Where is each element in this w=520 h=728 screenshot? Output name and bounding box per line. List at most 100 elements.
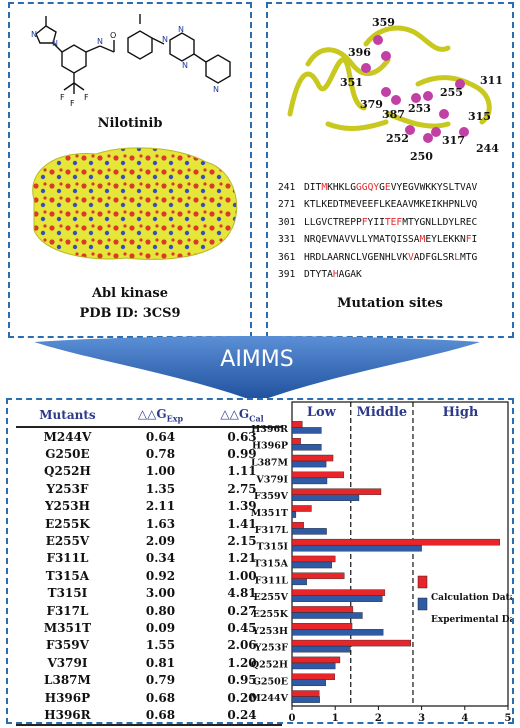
ddg-bar-chart: Low Middle High H396R H396P L387M V379I F359V M3… xyxy=(250,401,512,722)
sequence-segment: KTLKEDTMEVEEFLKEAAVMKEIKHPNLVQ xyxy=(304,199,478,211)
bar-calculation xyxy=(291,522,304,529)
exp-cell: 1.35 xyxy=(145,481,176,496)
pdb-id: PDB ID: 3CS9 xyxy=(79,306,181,321)
mutated-residue: L xyxy=(454,251,460,263)
svg-text:F: F xyxy=(60,93,65,102)
category-label: E255V xyxy=(254,592,289,603)
table-row: Q252H 1.00 1.11 xyxy=(16,463,282,480)
cal-cell: 0.45 xyxy=(227,620,257,635)
mutant-cell: Q252H xyxy=(44,464,91,479)
cal-cell: 2.15 xyxy=(227,534,257,549)
table-row: V379I 0.81 1.20 xyxy=(16,654,282,671)
mutant-cell: E255K xyxy=(45,516,90,531)
x-tick-label: 0 xyxy=(289,713,296,722)
mutant-cell: G250E xyxy=(45,447,90,462)
sequence-segment: VYEGVWKKYSLTVAV xyxy=(390,182,478,193)
mutant-cell: Y253F xyxy=(46,481,89,496)
x-tick-label: 2 xyxy=(375,713,382,722)
table-row: F359V 1.55 2.06 xyxy=(16,637,282,654)
category-label: F311L xyxy=(255,575,289,586)
sequence-number: 331 xyxy=(278,234,296,246)
bar-experimental xyxy=(291,511,297,518)
exp-cell: 0.34 xyxy=(145,551,176,566)
bar-experimental xyxy=(291,544,422,552)
category-label: Y253H xyxy=(251,626,288,637)
cal-cell: 4.81 xyxy=(227,586,257,601)
category-label: H396P xyxy=(252,441,288,452)
table-row: H396P 0.68 0.20 xyxy=(16,689,282,706)
bar-experimental xyxy=(291,528,327,535)
col-mutants: Mutants xyxy=(16,404,119,428)
table-row: H396R 0.68 0.24 xyxy=(16,706,282,726)
exp-cell: 3.00 xyxy=(145,586,176,601)
residue-label: 252 xyxy=(386,132,409,145)
mutant-cell: T315A xyxy=(45,568,90,583)
sequence-segment: I xyxy=(471,234,478,246)
cal-cell: 2.75 xyxy=(227,481,257,496)
svg-text:N: N xyxy=(182,61,188,70)
mutant-cell: F317L xyxy=(46,603,89,618)
table-row: G250E 0.78 0.99 xyxy=(16,445,282,462)
mutant-cell: H396P xyxy=(44,690,91,705)
bar-calculation xyxy=(291,454,334,462)
residue-label: 311 xyxy=(480,74,503,87)
mutant-cell: F311L xyxy=(46,551,89,566)
mutation-sites-caption: Mutation sites xyxy=(337,296,443,311)
category-label: Q252H xyxy=(251,659,288,670)
category-label: Y253F xyxy=(254,643,289,654)
exp-cell: 2.11 xyxy=(145,499,176,514)
table-row: F317L 0.80 0.27 xyxy=(16,602,282,619)
residue-label: 379 xyxy=(360,98,383,111)
exp-cell: 0.09 xyxy=(145,620,176,635)
residue-label: 317 xyxy=(442,134,465,147)
drug-name: Nilotinib xyxy=(97,116,163,131)
residue-label: 351 xyxy=(340,76,363,89)
legend-label: Experimental Data xyxy=(431,615,512,625)
svg-text:N: N xyxy=(31,30,37,39)
bar-calculation xyxy=(291,555,336,563)
exp-cell: 1.55 xyxy=(145,638,176,653)
category-label: T315I xyxy=(257,542,289,553)
cal-cell: 0.63 xyxy=(227,429,257,444)
sequence-row: 271 KTLKEDTMEVEEFLKEAAVMKEIKHPNLVQ xyxy=(278,196,477,213)
cal-cell: 1.11 xyxy=(227,464,257,479)
table-row: T315I 3.00 4.81 xyxy=(16,585,282,602)
svg-text:F: F xyxy=(84,93,89,102)
table-row: Y253F 1.35 2.75 xyxy=(16,480,282,497)
sequence-segment: AGAK xyxy=(338,269,362,281)
bar-experimental xyxy=(291,477,328,485)
sequence-segment: EYLEKKN xyxy=(425,234,466,246)
mutated-residue: GG xyxy=(356,182,368,193)
residue-label: 315 xyxy=(468,110,491,123)
table-row: L387M 0.79 0.95 xyxy=(16,671,282,688)
exp-cell: 0.68 xyxy=(118,706,203,726)
mutant-cell: E255V xyxy=(45,534,90,549)
sequence-number: 271 xyxy=(278,199,296,211)
bar-calculation xyxy=(291,673,335,680)
results-panel: Mutants △△GExp △△GCal M244V 0.64 0.63 G250E… xyxy=(6,398,514,726)
x-tick-label: 5 xyxy=(505,713,512,722)
bar-calculation xyxy=(291,505,312,512)
bar-calculation xyxy=(291,623,353,630)
mutant-cell: V379I xyxy=(47,655,88,670)
cal-cell: 1.20 xyxy=(227,655,257,670)
bar-experimental xyxy=(291,679,326,687)
bar-experimental xyxy=(291,427,322,434)
legend-swatch xyxy=(417,597,428,611)
category-label: L387M xyxy=(251,458,289,469)
sequence-segment: ADFGLSR xyxy=(413,251,455,263)
exp-cell: 0.78 xyxy=(145,447,176,462)
cal-cell: 0.24 xyxy=(202,706,282,726)
aimms-arrow: AIMMS xyxy=(34,336,480,402)
svg-text:F: F xyxy=(70,99,75,108)
sequence-segment: MTG xyxy=(459,251,478,263)
cal-cell: 0.20 xyxy=(227,690,257,705)
category-label: G250E xyxy=(253,676,288,687)
exp-cell: 0.68 xyxy=(145,690,176,705)
residue-label: 359 xyxy=(372,16,395,29)
table-row: M244V 0.64 0.63 xyxy=(16,427,282,445)
exp-cell: 1.63 xyxy=(145,516,176,531)
table-row: E255K 1.63 1.41 xyxy=(16,515,282,532)
abl-kinase-surface xyxy=(32,147,238,260)
